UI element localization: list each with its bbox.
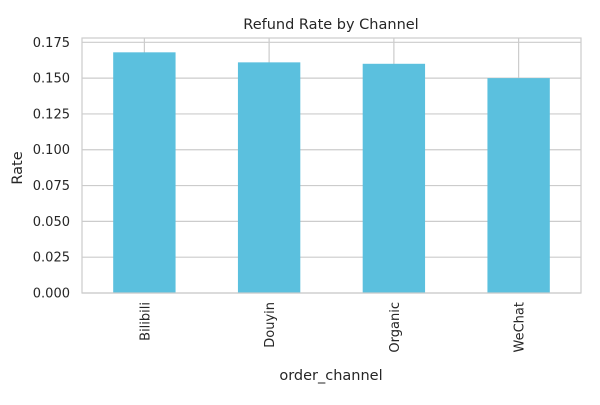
x-axis-label: order_channel — [279, 368, 382, 384]
y-tick-label: 0.100 — [33, 143, 70, 158]
y-tick-label: 0.025 — [33, 251, 70, 266]
x-tick-label: Douyin — [263, 302, 278, 348]
bar-douyin — [237, 62, 301, 294]
y-tick-label: 0.000 — [33, 287, 70, 302]
y-tick-labels: 0.000 0.025 0.050 0.075 0.100 0.125 0.150 0.175 — [33, 36, 70, 302]
y-tick-label: 0.125 — [33, 107, 70, 122]
x-tick-label: WeChat — [513, 302, 528, 352]
y-axis-label: Rate — [10, 151, 26, 184]
chart-title: Refund Rate by Channel — [243, 17, 418, 33]
bars — [113, 52, 550, 294]
bar-bilibili — [113, 52, 176, 294]
y-tick-label: 0.050 — [33, 215, 70, 230]
y-tick-label: 0.075 — [33, 179, 70, 194]
y-tick-label: 0.175 — [33, 36, 70, 51]
bar-organic — [362, 63, 426, 294]
x-tick-label: Bilibili — [138, 302, 153, 341]
x-tick-label: Organic — [388, 302, 403, 353]
bar-wechat — [487, 78, 550, 293]
x-tick-labels: Bilibili Douyin Organic WeChat — [138, 302, 527, 353]
y-tick-label: 0.150 — [33, 72, 70, 87]
plot-frame — [81, 37, 582, 294]
